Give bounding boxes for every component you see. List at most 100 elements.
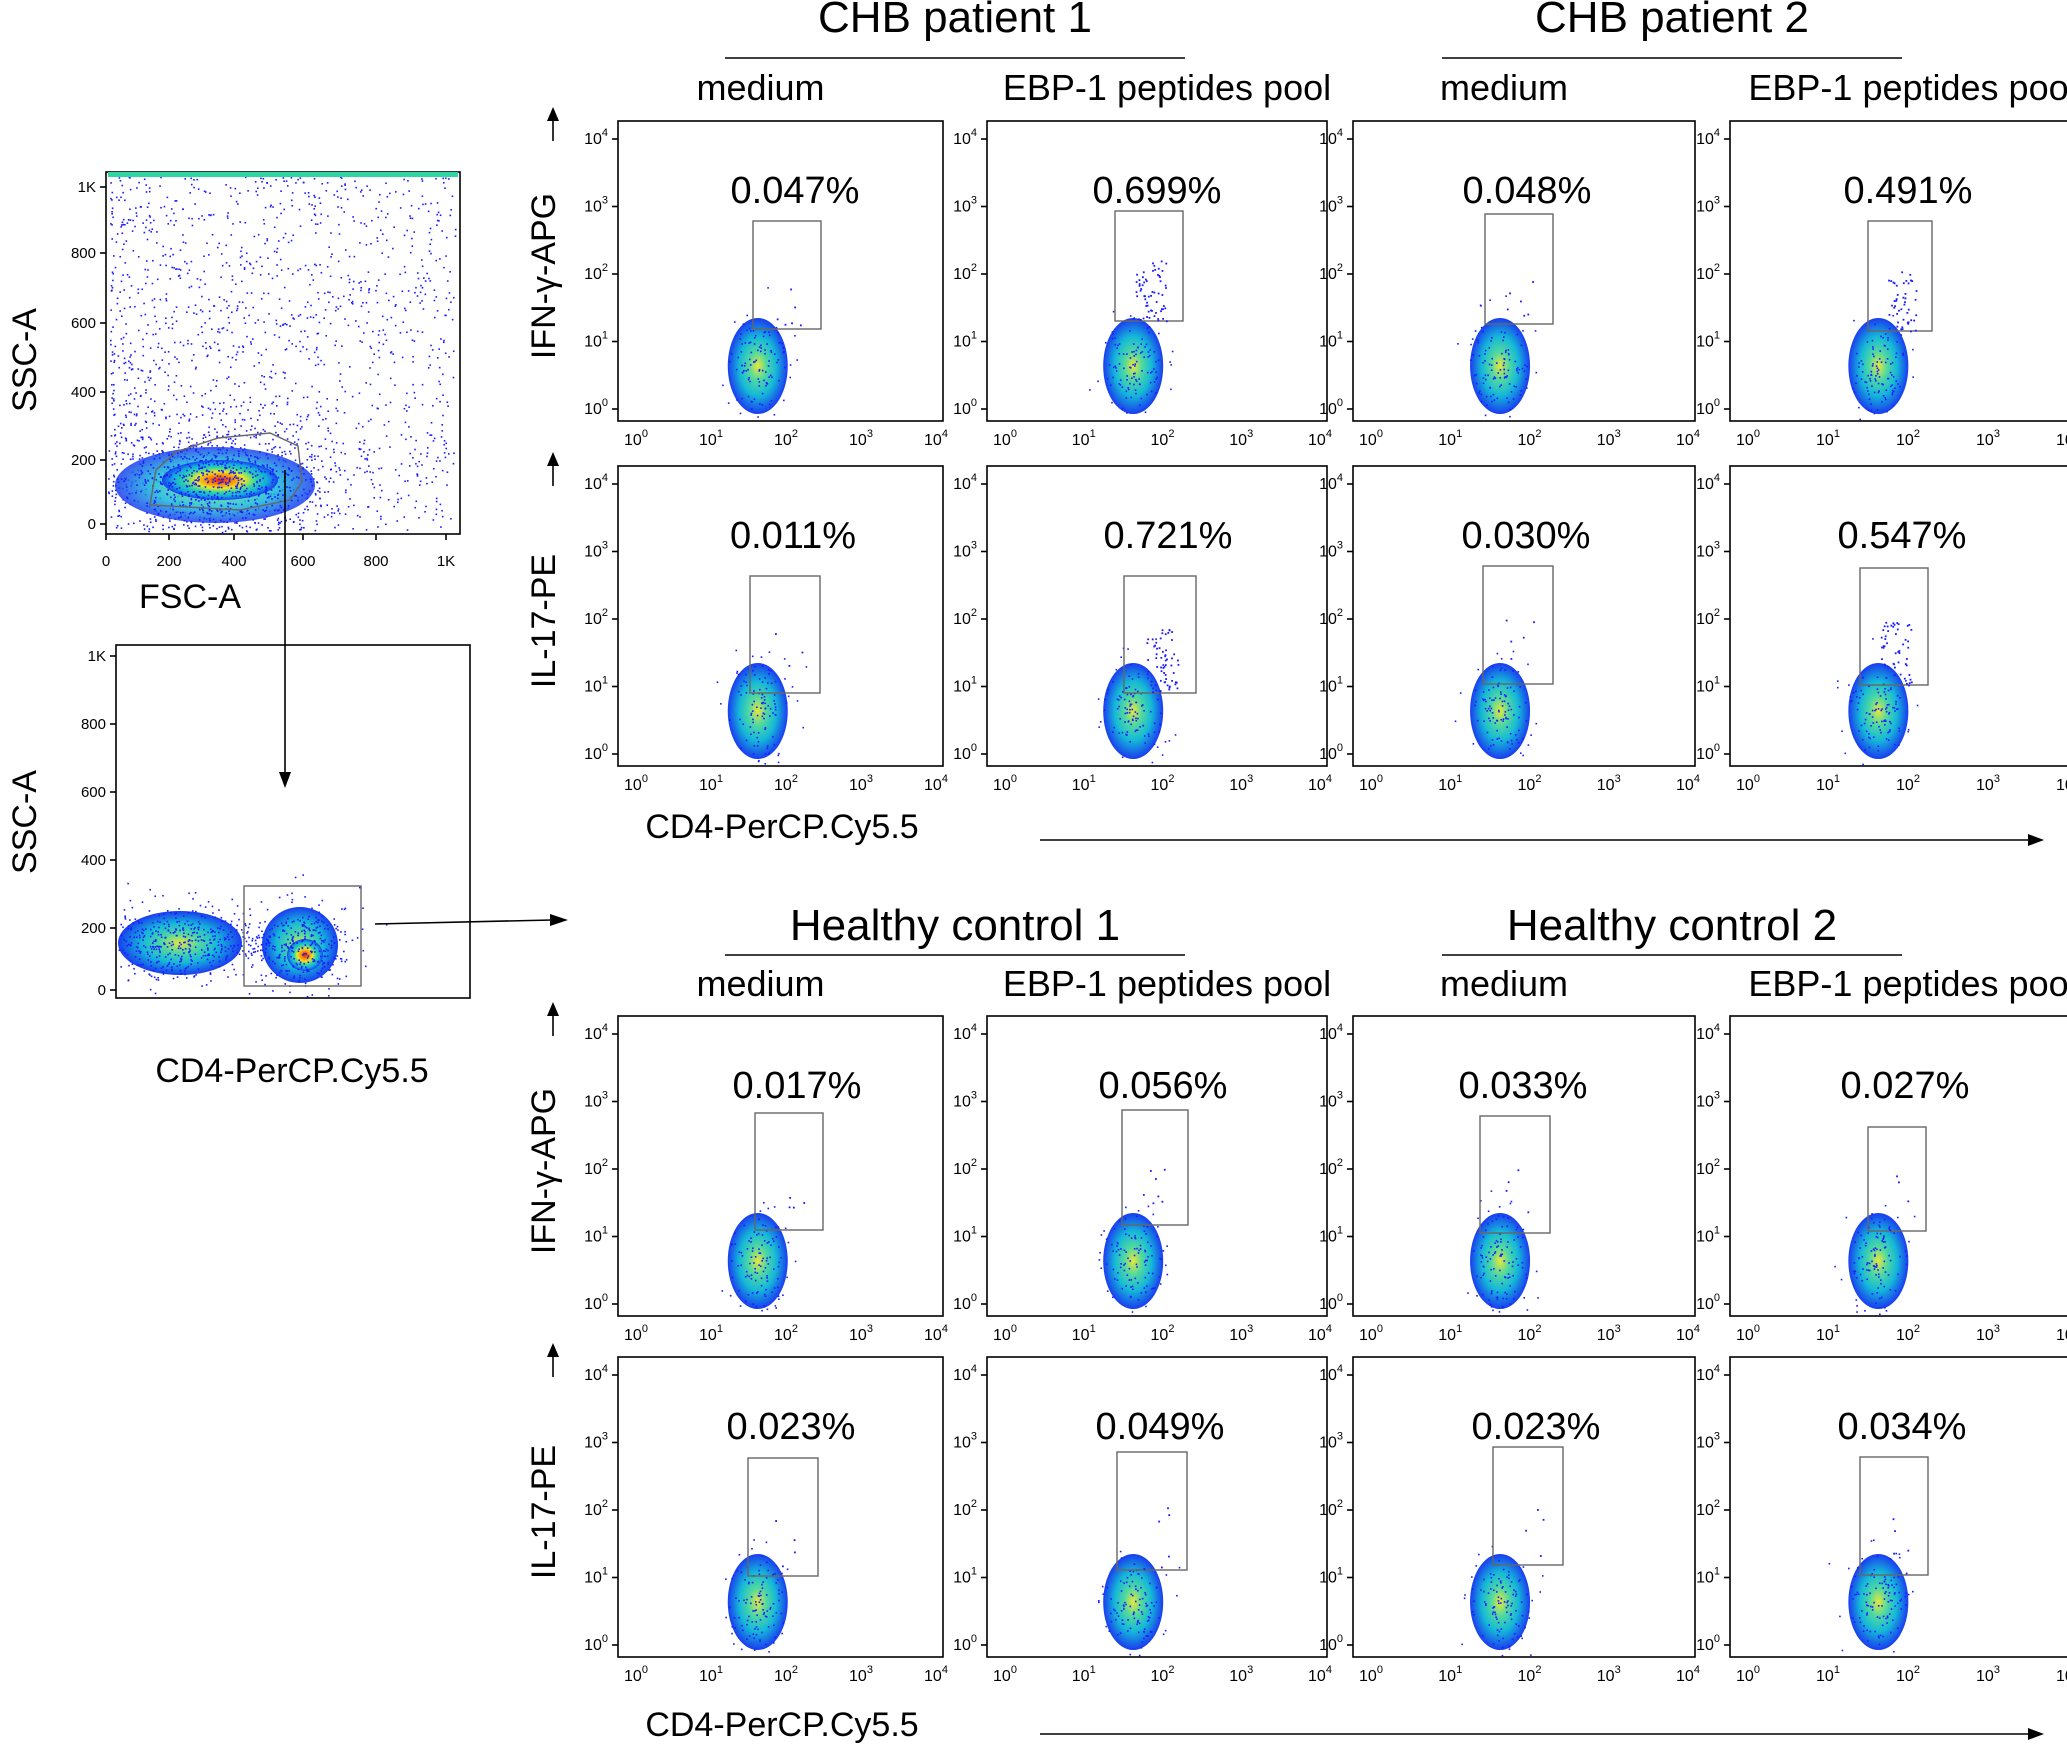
event [1862,676,1864,679]
event [1113,726,1115,729]
event [1122,407,1124,410]
positive-event [1166,684,1169,687]
event [217,330,219,333]
event [124,478,127,481]
event [241,280,243,283]
event [173,224,176,226]
event [258,936,261,939]
event [444,352,447,355]
y-tick-label: 400 [81,852,106,869]
tick-base: 10 [1319,334,1337,351]
event [1143,356,1146,358]
event [287,467,290,469]
x-tick-label: 101 [699,428,723,449]
event [291,921,294,923]
event [1158,1276,1161,1278]
event [208,508,211,511]
event [1499,669,1502,672]
event [1886,377,1889,380]
event [198,468,200,470]
event [148,214,151,217]
tick-exponent: 2 [971,1157,977,1169]
event [199,279,202,281]
event [296,963,299,966]
y-tick-label: 800 [71,245,96,262]
event [321,960,323,962]
event [231,936,234,938]
event [271,402,273,405]
event [340,197,342,200]
positive-event [1150,684,1153,687]
event [318,197,321,199]
positive-event [1884,635,1887,638]
event [266,938,268,941]
positive-event [1510,658,1513,660]
event [1858,696,1861,699]
event [191,224,194,227]
event [287,947,289,949]
event [219,402,221,405]
event [208,254,210,256]
positive-event [1161,308,1163,311]
event [296,443,298,445]
event [160,347,163,350]
positive-event [1906,682,1908,685]
event [216,379,218,382]
event [149,221,152,224]
event [182,208,184,211]
event [124,437,127,440]
event [1171,350,1174,353]
event [152,969,155,972]
event [255,434,257,437]
positive-event [1885,677,1888,679]
event [172,977,175,980]
event [190,444,192,447]
event [367,420,370,423]
event [283,208,286,211]
positive-event [1898,649,1901,652]
event [343,469,346,472]
event [314,205,316,207]
event [439,460,441,462]
event [337,260,340,263]
event [400,463,403,465]
event [1124,1262,1127,1265]
event [261,949,264,952]
positive-event [1910,279,1912,282]
event [111,464,114,466]
event [368,291,370,294]
event [203,933,206,936]
tick-exponent: 4 [1337,127,1343,139]
event [130,354,132,356]
event [265,975,267,977]
event [1867,409,1870,411]
event [1893,390,1895,393]
event [360,286,362,289]
plot-frame [986,465,1328,767]
event [112,372,114,374]
event [259,451,261,453]
event [1146,1225,1149,1228]
event [245,517,247,519]
event [193,511,196,514]
event [278,954,281,957]
tick-base: 10 [624,777,642,794]
y-tick-label: 200 [71,452,96,469]
event [217,328,220,330]
gate-percentage: 0.699% [1093,170,1222,212]
event [394,305,397,307]
y-tick-label: 102 [953,1157,977,1178]
event [151,477,154,479]
event [194,304,197,307]
event [342,442,345,445]
event [275,319,278,322]
event [380,467,383,470]
event [411,245,414,247]
positive-event [1142,1194,1145,1196]
event [138,476,141,479]
event [1880,709,1882,712]
positive-event [1908,682,1911,685]
event [370,242,372,245]
event [306,459,309,461]
